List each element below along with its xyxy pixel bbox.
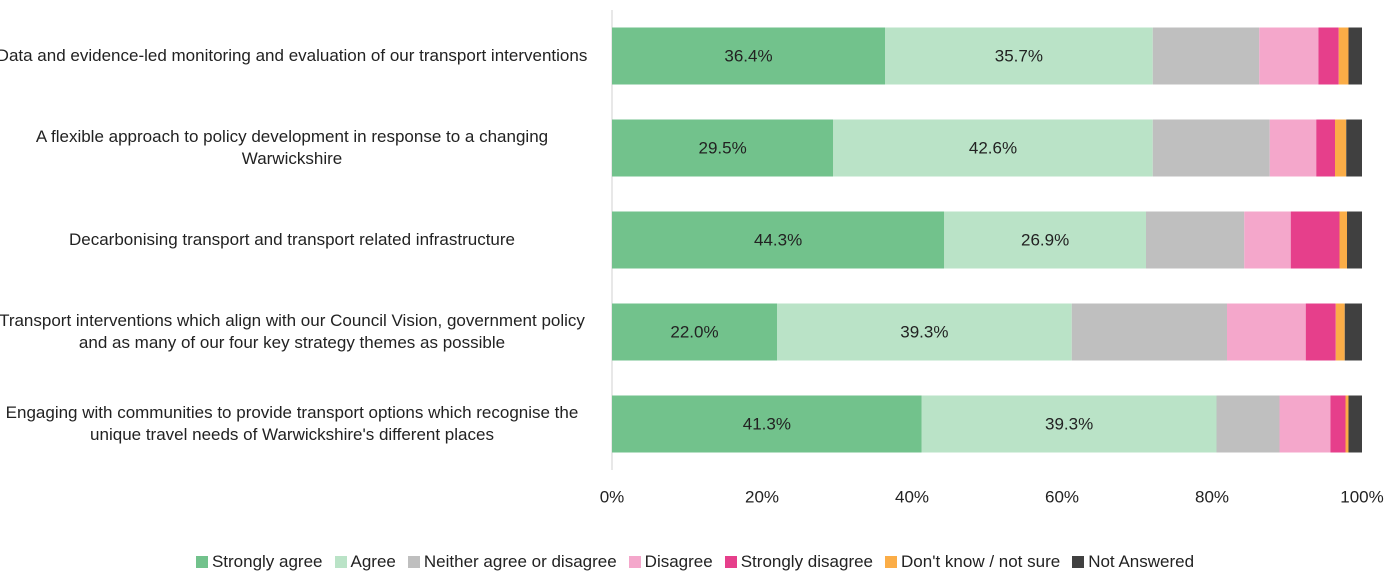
category-label: Decarbonising transport and transport re… — [68, 230, 515, 249]
legend-label: Don't know / not sure — [901, 552, 1061, 571]
data-label: 44.3% — [754, 230, 802, 249]
legend-swatch — [334, 556, 347, 568]
bar-segment — [1335, 119, 1347, 177]
bar-segment — [885, 27, 1153, 85]
data-label: 42.6% — [969, 138, 1017, 157]
bar-segment — [944, 211, 1146, 269]
category-label: Engaging with communities to provide tra… — [5, 403, 579, 444]
x-tick-label: 80% — [1195, 487, 1229, 506]
data-label: 39.3% — [1045, 414, 1093, 433]
legend-item: Strongly agree — [195, 552, 323, 572]
legend-item: Neither agree or disagree — [407, 552, 617, 572]
bar-segment — [1347, 211, 1362, 269]
legend-swatch — [885, 556, 898, 568]
bar-segment — [1318, 27, 1339, 85]
bar-segment — [1244, 211, 1291, 269]
bar-segment — [777, 303, 1072, 361]
bar-segment — [1344, 303, 1362, 361]
legend-swatch — [195, 556, 208, 568]
legend-swatch — [628, 556, 641, 568]
bar-segment — [1152, 119, 1270, 177]
legend-item: Don't know / not sure — [885, 552, 1060, 572]
data-label: 22.0% — [670, 322, 718, 341]
bar-segment — [1152, 27, 1260, 85]
bar-segment — [612, 395, 922, 453]
bar-segment — [921, 395, 1217, 453]
bar-segment — [1290, 211, 1340, 269]
bar-segment — [1348, 395, 1362, 453]
bar-segment — [1348, 27, 1362, 85]
bar-segment — [612, 27, 885, 85]
bar-segment — [1346, 119, 1362, 177]
bar-segment — [1216, 395, 1280, 453]
legend-swatch — [724, 556, 737, 568]
category-label: A flexible approach to policy developmen… — [35, 127, 549, 168]
legend-label: Agree — [350, 552, 396, 571]
legend-item: Disagree — [628, 552, 713, 572]
chart: 0% 20% 40% 60% 80% 100% 36.4% 35.7% 29.5% 42.6% 44… — [600, 10, 1384, 506]
legend-label: Neither agree or disagree — [423, 552, 617, 571]
bar-segment — [1330, 395, 1346, 453]
bar-segment — [1305, 303, 1336, 361]
x-tick-label: 40% — [895, 487, 929, 506]
bar-segment — [1227, 303, 1306, 361]
bar-segment — [1071, 303, 1227, 361]
x-tick-label: 0% — [600, 487, 625, 506]
legend-item: Not Answered — [1072, 552, 1194, 572]
data-label: 35.7% — [995, 46, 1043, 65]
bar-segment — [1339, 211, 1347, 269]
legend-swatch — [407, 556, 420, 568]
bar-segment — [612, 211, 945, 269]
bar-segment — [1146, 211, 1245, 269]
data-label: 26.9% — [1021, 230, 1069, 249]
bar-segment — [1345, 395, 1349, 453]
bar-segment — [1316, 119, 1335, 177]
data-label: 36.4% — [724, 46, 772, 65]
category-label: Transport interventions which align with… — [0, 311, 585, 352]
bar-segment — [612, 303, 777, 361]
legend-item: Strongly disagree — [724, 552, 874, 572]
category-label: Data and evidence-led monitoring and eva… — [0, 46, 588, 65]
bar-segment — [833, 119, 1153, 177]
legend-label: Strongly agree — [211, 552, 323, 571]
legend-item: Agree — [334, 552, 396, 572]
data-label: 29.5% — [699, 138, 747, 157]
bar-segment — [1279, 395, 1331, 453]
legend-swatch — [1072, 556, 1085, 568]
bar-segment — [1335, 303, 1345, 361]
legend: Strongly agree Agree Neither agree or disa… — [0, 552, 1390, 572]
data-label: 41.3% — [743, 414, 791, 433]
x-tick-label: 100% — [1340, 487, 1383, 506]
bar-segment — [1259, 27, 1319, 85]
legend-label: Not Answered — [1088, 552, 1195, 571]
data-label: 39.3% — [900, 322, 948, 341]
x-tick-label: 60% — [1045, 487, 1079, 506]
x-tick-label: 20% — [745, 487, 779, 506]
bar-segment — [612, 119, 834, 177]
bar-segment — [1338, 27, 1349, 85]
legend-label: Disagree — [644, 552, 713, 571]
legend-label: Strongly disagree — [740, 552, 874, 571]
bar-segment — [1269, 119, 1317, 177]
